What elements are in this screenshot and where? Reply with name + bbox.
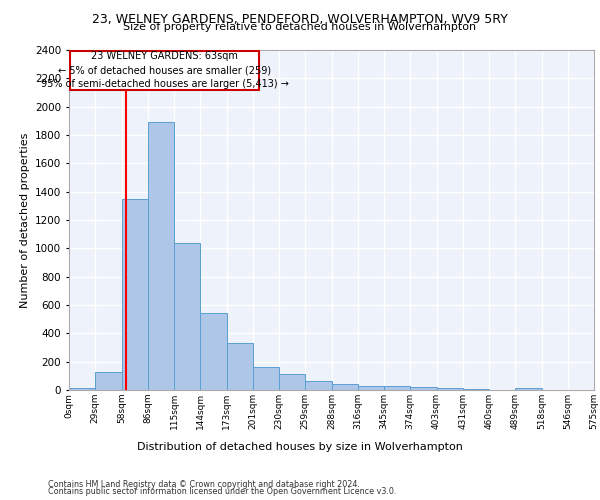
- Bar: [358, 386, 384, 390]
- Bar: [200, 313, 227, 390]
- Bar: [305, 381, 331, 390]
- Bar: [69, 388, 95, 390]
- Text: Contains public sector information licensed under the Open Government Licence v3: Contains public sector information licen…: [48, 487, 397, 496]
- Bar: [331, 384, 358, 390]
- Text: Distribution of detached houses by size in Wolverhampton: Distribution of detached houses by size …: [137, 442, 463, 452]
- Bar: [148, 122, 174, 390]
- Bar: [253, 366, 279, 390]
- Bar: [437, 388, 463, 390]
- Text: Size of property relative to detached houses in Wolverhampton: Size of property relative to detached ho…: [124, 22, 476, 32]
- Y-axis label: Number of detached properties: Number of detached properties: [20, 132, 29, 308]
- Bar: [410, 387, 437, 390]
- Bar: [384, 386, 410, 390]
- Bar: [515, 388, 542, 390]
- Bar: [594, 388, 600, 390]
- Bar: [463, 388, 489, 390]
- Text: 23, WELNEY GARDENS, PENDEFORD, WOLVERHAMPTON, WV9 5RY: 23, WELNEY GARDENS, PENDEFORD, WOLVERHAM…: [92, 12, 508, 26]
- Bar: [227, 342, 253, 390]
- Bar: [95, 372, 121, 390]
- Bar: [121, 198, 148, 390]
- Text: 23 WELNEY GARDENS: 63sqm
← 5% of detached houses are smaller (259)
95% of semi-d: 23 WELNEY GARDENS: 63sqm ← 5% of detache…: [41, 51, 289, 89]
- Text: Contains HM Land Registry data © Crown copyright and database right 2024.: Contains HM Land Registry data © Crown c…: [48, 480, 360, 489]
- Bar: [279, 374, 305, 390]
- FancyBboxPatch shape: [70, 50, 259, 90]
- Bar: [174, 242, 200, 390]
